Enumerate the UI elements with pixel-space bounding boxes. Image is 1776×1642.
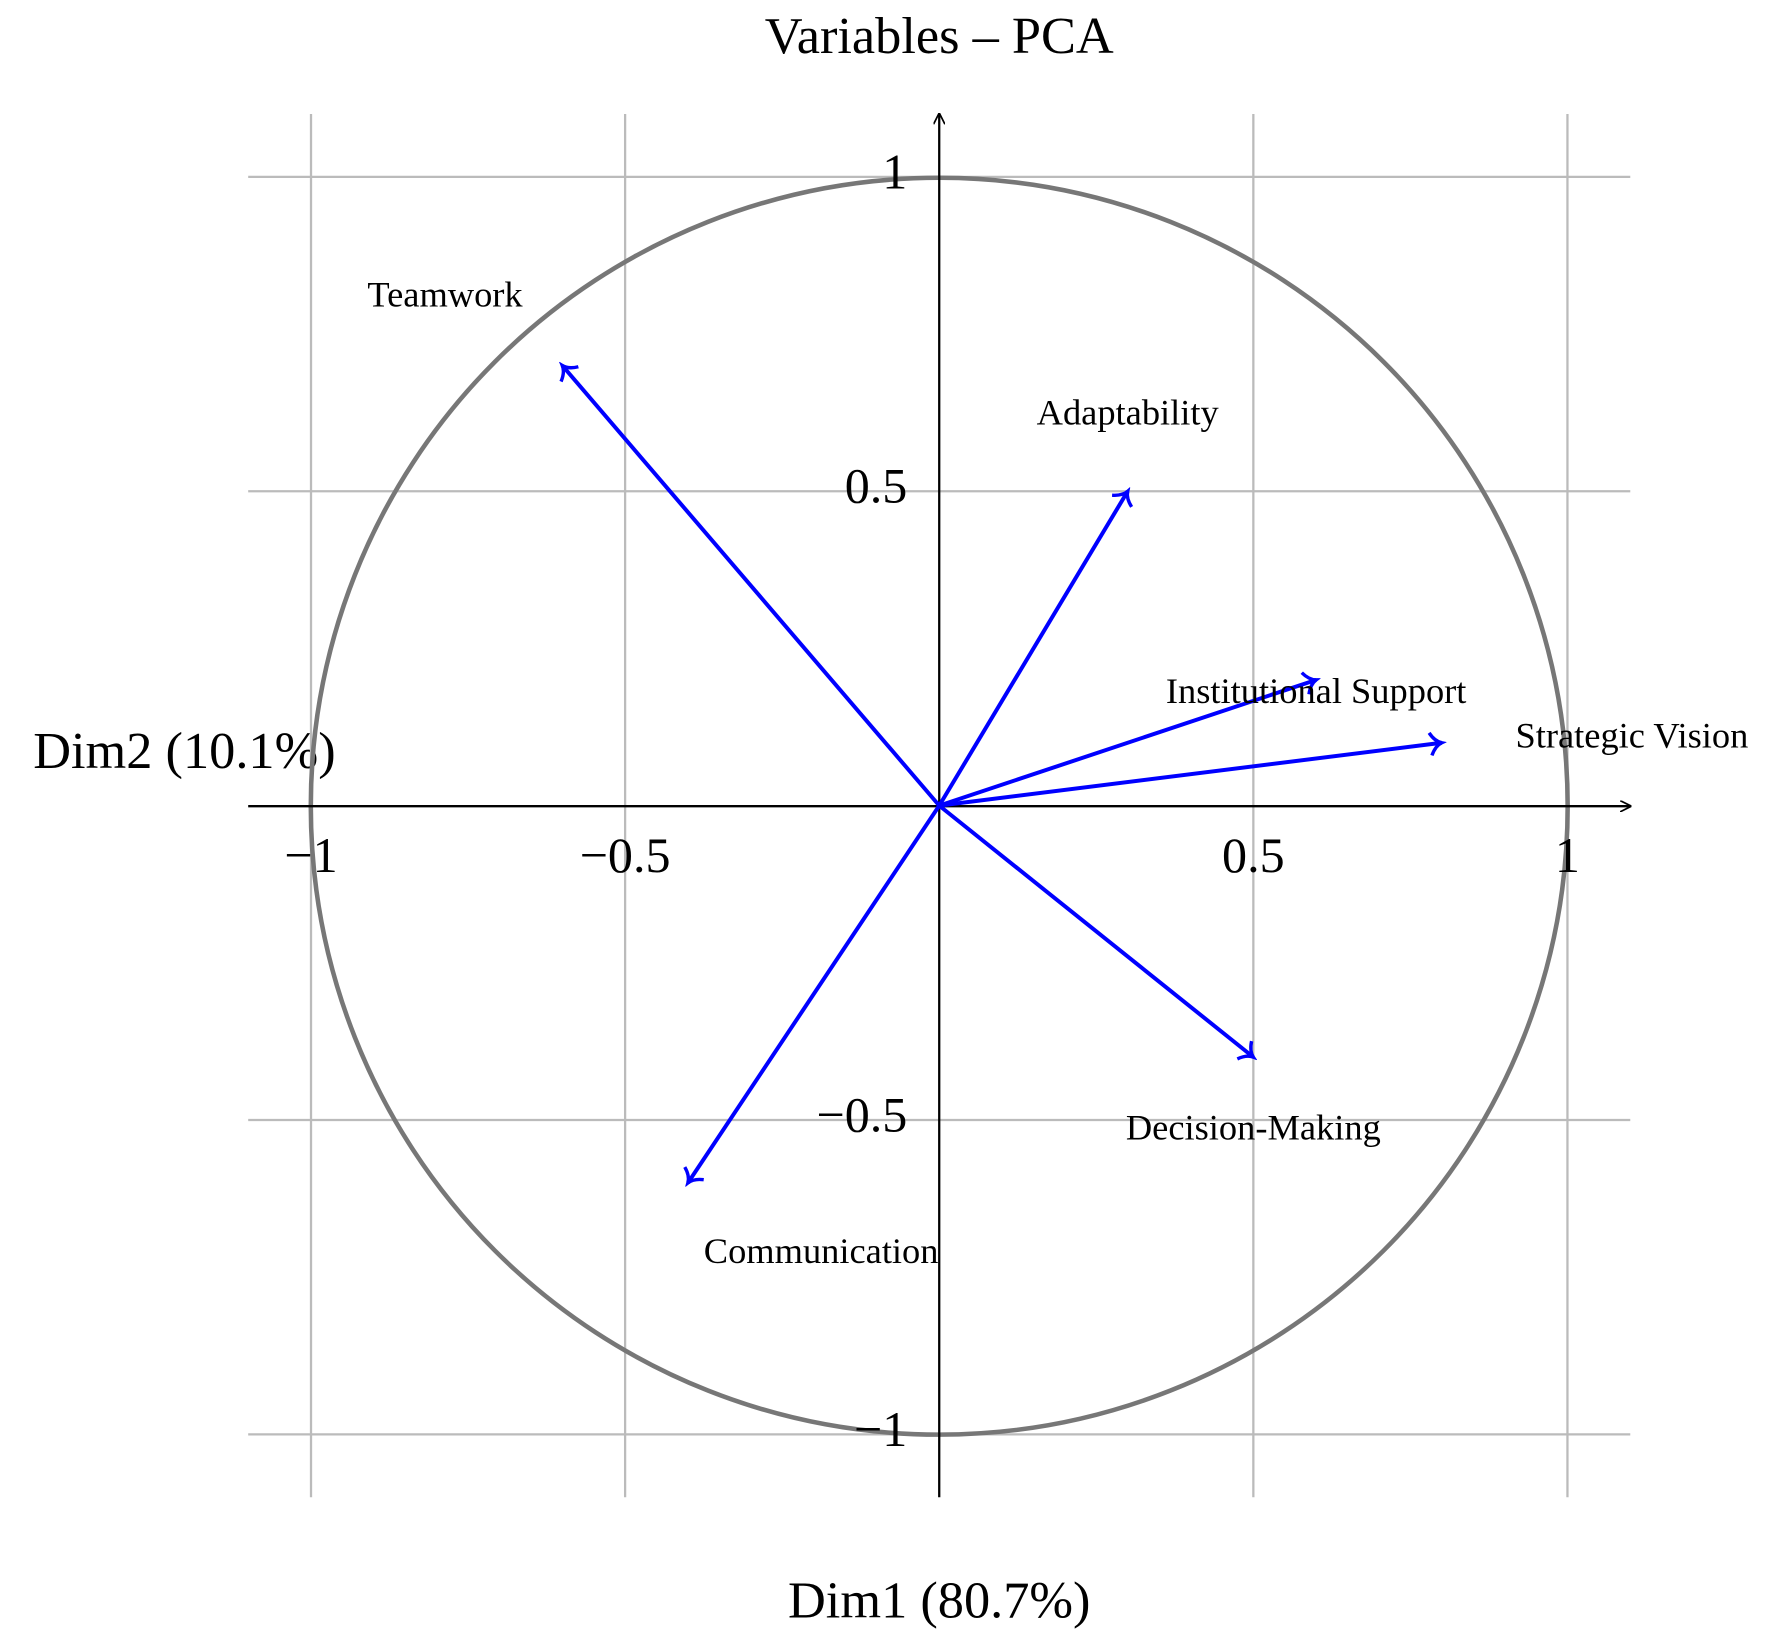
loading-vector bbox=[562, 366, 941, 807]
x-tick-label: 1 bbox=[1555, 827, 1580, 883]
y-tick-label: −1 bbox=[854, 1401, 907, 1457]
x-tick-label: −0.5 bbox=[580, 827, 671, 883]
vector-label: Teamwork bbox=[367, 275, 523, 315]
x-tick-label: 0.5 bbox=[1222, 827, 1285, 883]
vector-label: Institutional Support bbox=[1166, 671, 1466, 711]
chart-title: Variables – PCA bbox=[765, 7, 1114, 65]
y-axis-title: Dim2 (10.1%) bbox=[33, 722, 335, 780]
y-tick-label: 0.5 bbox=[845, 458, 908, 514]
y-tick-label: −0.5 bbox=[817, 1087, 908, 1143]
loading-vector bbox=[688, 804, 941, 1183]
x-axis-title: Dim1 (80.7%) bbox=[788, 1571, 1090, 1629]
vector-label: Communication bbox=[704, 1231, 939, 1271]
loading-vector bbox=[938, 680, 1316, 808]
x-tick-label: −1 bbox=[284, 827, 337, 883]
vector-label: Strategic Vision bbox=[1516, 716, 1749, 756]
vector-label: Decision-Making bbox=[1126, 1107, 1381, 1147]
loading-vector bbox=[938, 743, 1442, 808]
loading-vector bbox=[937, 491, 1127, 807]
y-tick-label: 1 bbox=[882, 143, 907, 199]
loading-vector bbox=[937, 804, 1253, 1057]
vector-label: Adaptability bbox=[1037, 392, 1220, 432]
